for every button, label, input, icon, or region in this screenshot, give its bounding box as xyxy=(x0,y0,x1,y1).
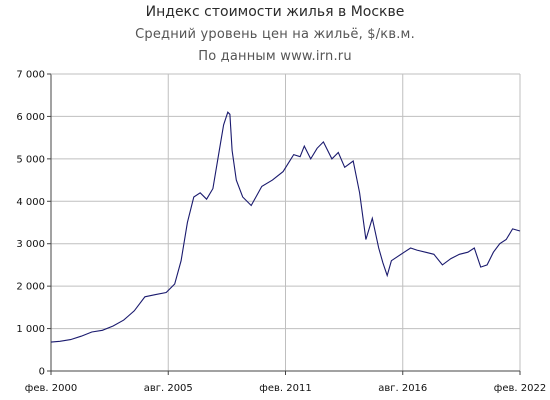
x-tick-label: фев. 2022 xyxy=(494,383,546,394)
chart-source: По данным www.irn.ru xyxy=(198,49,352,64)
x-axis-ticks: фев. 2000 авг. 2005 фев. 2011 авг. 2016 фев.… xyxy=(25,383,546,394)
x-tick-label: авг. 2016 xyxy=(378,383,427,394)
axes xyxy=(47,73,521,375)
y-axis-ticks: 0 1 000 2 000 3 000 4 000 5 000 6 000 7 000 xyxy=(16,70,45,378)
y-tick-label: 3 000 xyxy=(16,239,45,250)
x-tick-label: авг. 2005 xyxy=(144,383,193,394)
x-tick-label: фев. 2011 xyxy=(259,383,311,394)
x-tick-label: фев. 2000 xyxy=(25,383,77,394)
y-tick-label: 1 000 xyxy=(16,324,45,335)
chart-subtitle: Средний уровень цен на жильё, $/кв.м. xyxy=(135,27,415,42)
y-tick-label: 0 xyxy=(39,367,45,378)
y-tick-label: 4 000 xyxy=(16,197,45,208)
y-tick-label: 7 000 xyxy=(16,70,45,81)
grid-lines xyxy=(50,73,521,372)
y-tick-label: 6 000 xyxy=(16,112,45,123)
series-line xyxy=(50,111,521,343)
chart-title: Индекс стоимости жилья в Москве xyxy=(145,4,405,20)
y-tick-label: 2 000 xyxy=(16,282,45,293)
y-tick-label: 5 000 xyxy=(16,154,45,165)
